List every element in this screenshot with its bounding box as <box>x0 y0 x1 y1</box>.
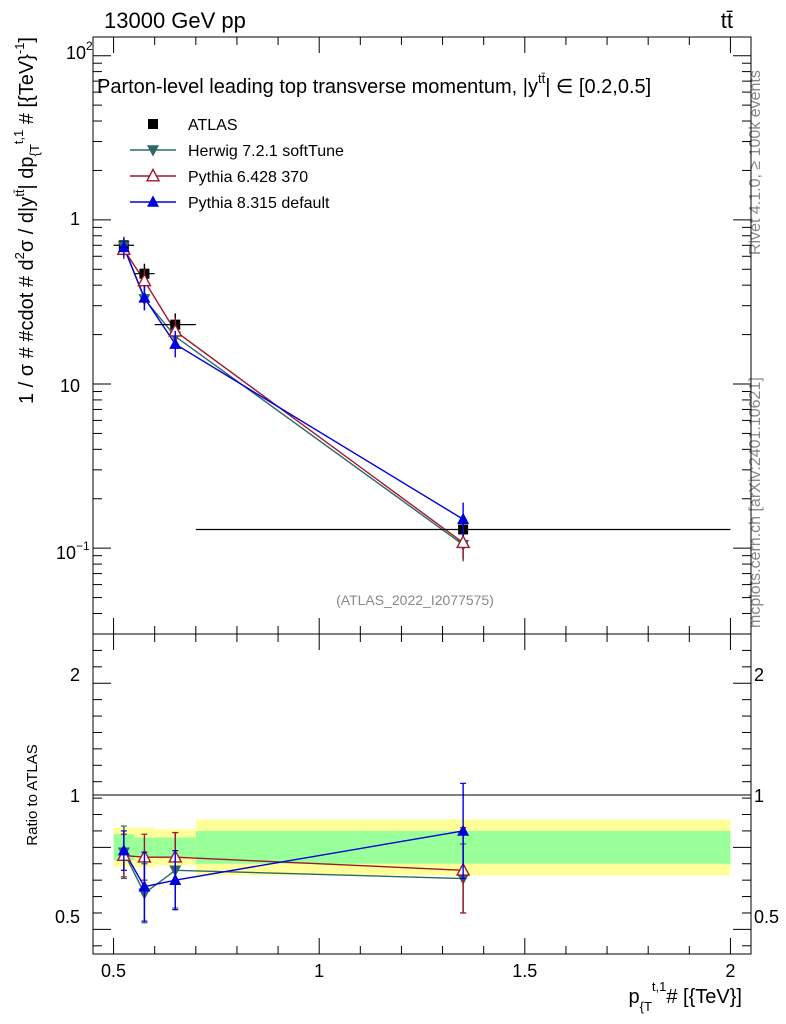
y-tick-label-1: 10 <box>60 376 80 396</box>
ratio-tick-label-2: 2 <box>70 665 80 685</box>
mcplots-label: mcplots.cern.ch [arXiv:2401.10621] <box>747 377 764 628</box>
legend-marker <box>148 119 158 129</box>
ratio-point <box>117 844 130 856</box>
ratio-point <box>169 873 182 885</box>
ratio-uncertainty-bands <box>113 819 731 876</box>
main-point <box>169 337 182 349</box>
x-tick-label: 1.5 <box>512 961 537 981</box>
x-axis-label-sub: {T <box>640 999 652 1014</box>
series-markers <box>113 236 731 924</box>
main-series-line <box>123 247 464 520</box>
legend-marker <box>147 145 159 157</box>
y-axis-label-d: # [{TeV} <box>16 54 38 130</box>
main-point <box>117 240 130 253</box>
y-tick-label-10: 1 <box>70 209 80 229</box>
ratio-tick-label-1: 1 <box>70 786 80 806</box>
series-lines <box>123 246 464 895</box>
main-series-line <box>123 249 464 544</box>
y-axis-label-d-sup: -1 <box>12 43 27 55</box>
y-tick-01-base: 10 <box>56 543 76 563</box>
legend-marker <box>145 167 161 182</box>
ratio-axis-label: Ratio to ATLAS <box>24 744 41 845</box>
y-axis-label-e: ] <box>16 37 38 43</box>
ratio-tick-labels: 2 1 0.5 2 1 0.5 <box>55 665 779 927</box>
plot-title-sup: tt̄ <box>538 71 546 86</box>
y-tick-labels: 102 1 10 10−1 <box>56 39 93 563</box>
legend-label: Herwig 7.2.1 softTune <box>188 143 344 160</box>
y-axis-label-c: | dp <box>16 157 38 190</box>
x-tick-label: 1 <box>314 961 324 981</box>
process-label: tt̄ <box>721 8 733 33</box>
y-axis-label-c-sup: t,1 <box>11 130 26 144</box>
energy-label: 13000 GeV pp <box>104 8 246 33</box>
x-axis-label-main: p <box>628 986 639 1008</box>
main-point <box>457 512 470 525</box>
x-axis-label: p{Tt,1# [{TeV}] <box>628 979 742 1014</box>
main-point <box>455 534 471 549</box>
ratio-tick-label-right-1: 1 <box>754 786 764 806</box>
plot-title-sym: y <box>528 76 538 98</box>
plot-title-main: Parton-level leading top transverse mome… <box>97 76 528 98</box>
legend: ATLAS Herwig 7.2.1 softTune Pythia 6.428 3… <box>130 117 344 212</box>
y-axis-label-a: 1 / σ # #cdot # d <box>16 259 38 404</box>
legend-marker <box>147 195 159 207</box>
x-axis-label-tail: # [{TeV}] <box>666 986 742 1008</box>
ratio-series-line <box>123 851 464 895</box>
y-axis-label-b-sup: tt̄ <box>12 189 27 197</box>
x-axis-label-sup: t,1 <box>652 979 666 994</box>
y-tick-label-01: 10−1 <box>56 539 90 563</box>
ratio-tick-label-right-2: 2 <box>754 665 764 685</box>
y-axis-label: 1 / σ # #cdot # d2σ / d|ytt̄| dp{Tt,1 # … <box>11 37 42 404</box>
ratio-tick-label-05: 0.5 <box>55 907 80 927</box>
main-series-line <box>123 246 464 546</box>
ratio-series-line <box>123 854 464 872</box>
y-axis-label-c-sub: {T <box>27 144 42 156</box>
plot-title: Parton-level leading top transverse mome… <box>97 71 651 98</box>
legend-label: ATLAS <box>188 117 238 134</box>
plot-title-tail: | ∈ [0.2,0.5] <box>545 76 651 98</box>
y-tick-100-exp: 2 <box>86 39 93 53</box>
main-point <box>138 291 151 303</box>
axis-ticks <box>93 37 751 954</box>
main-point <box>137 272 152 287</box>
y-axis-label-b: σ / d|y <box>16 197 38 252</box>
y-tick-01-exp: −1 <box>76 539 90 553</box>
x-tick-label: 2 <box>725 961 735 981</box>
x-tick-labels: 0.5 1 1.5 2 <box>101 961 735 981</box>
ratio-panel-frame <box>92 633 752 955</box>
x-tick-label: 0.5 <box>101 961 126 981</box>
legend-label: Pythia 6.428 370 <box>188 169 308 186</box>
ratio-series-line <box>123 830 464 888</box>
ratio-tick-label-right-05: 0.5 <box>754 907 779 927</box>
legend-label: Pythia 8.315 default <box>188 195 330 212</box>
ratio-point <box>457 824 470 836</box>
y-tick-label-100: 102 <box>66 39 93 63</box>
y-tick-100-base: 10 <box>66 43 86 63</box>
y-axis-label-two: 2 <box>12 252 27 259</box>
ratio-point <box>138 880 151 892</box>
analysis-watermark: (ATLAS_2022_I2077575) <box>336 592 494 608</box>
